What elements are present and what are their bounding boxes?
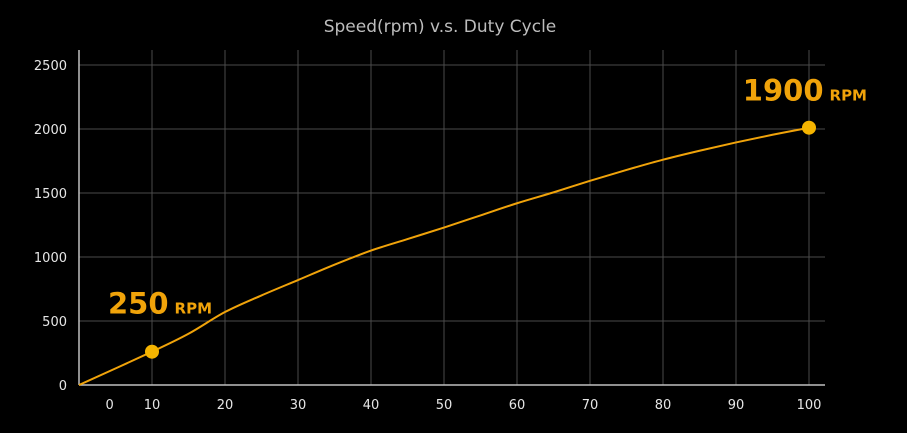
y-tick-labels: 0 500 1000 1500 2000 2500	[34, 59, 67, 394]
annotation-label: 1900 RPM	[743, 74, 867, 108]
series-line-0	[78, 126, 810, 386]
annotation-unit: RPM	[830, 87, 867, 105]
series-group	[78, 126, 810, 386]
x-tick-label: 0	[106, 398, 114, 413]
axes	[78, 50, 825, 386]
annotation-unit: RPM	[175, 300, 212, 318]
annotation-value: 1900	[743, 74, 824, 108]
x-tick-label: 100	[797, 398, 822, 413]
annotation-label: 250 RPM	[108, 287, 212, 321]
x-tick-label: 40	[363, 398, 380, 413]
x-tick-label: 50	[436, 398, 453, 413]
y-tick-label: 1000	[34, 251, 67, 266]
grid	[79, 50, 825, 385]
y-tick-label: 2000	[34, 123, 67, 138]
y-tick-label: 0	[59, 379, 67, 394]
x-tick-label: 10	[144, 398, 161, 413]
data-point-marker	[145, 344, 159, 359]
x-tick-labels: 0 10 20 30 40 50 60 70 80 90 100	[106, 398, 822, 413]
x-tick-label: 30	[290, 398, 307, 413]
data-point-marker	[802, 120, 816, 135]
y-tick-label: 1500	[34, 187, 67, 202]
x-tick-label: 90	[728, 398, 745, 413]
y-tick-label: 2500	[34, 59, 67, 74]
x-tick-label: 60	[509, 398, 526, 413]
x-tick-label: 20	[217, 398, 234, 413]
annotations: 250 RPM 1900 RPM	[108, 74, 867, 359]
annotation-value: 250	[108, 287, 169, 321]
chart-title: Speed(rpm) v.s. Duty Cycle	[324, 17, 557, 37]
x-tick-label: 80	[655, 398, 672, 413]
x-tick-label: 70	[582, 398, 599, 413]
y-tick-label: 500	[42, 315, 67, 330]
